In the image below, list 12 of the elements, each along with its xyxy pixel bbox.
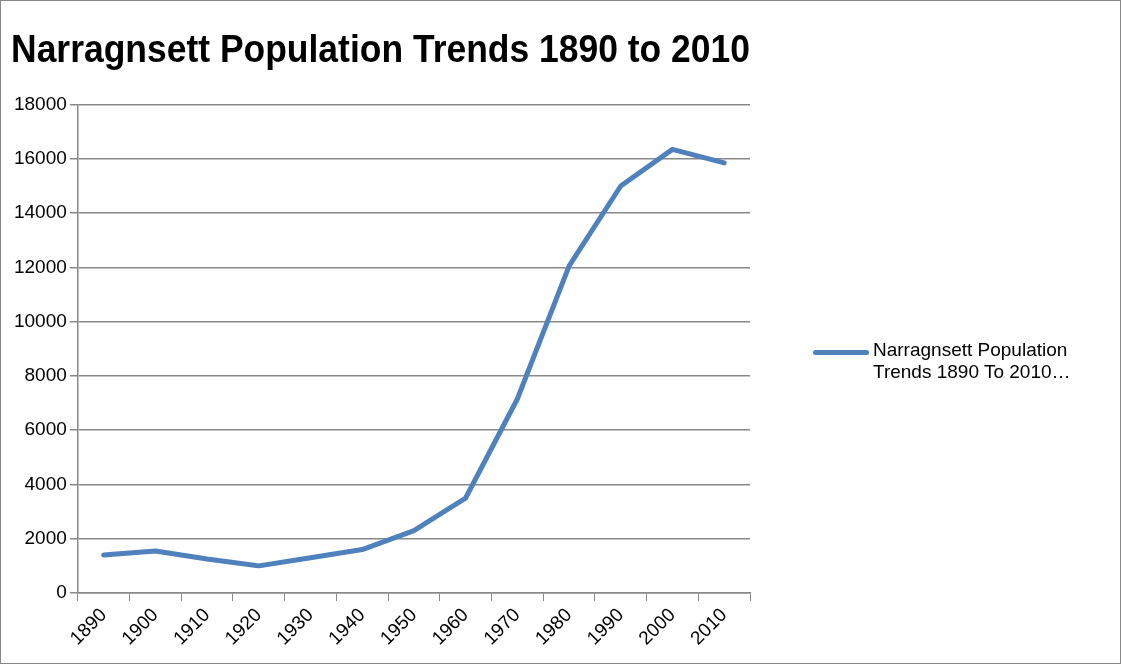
chart-title: Narragnsett Population Trends 1890 to 2010: [11, 28, 750, 71]
y-tick-label: 16000: [13, 147, 67, 169]
y-tick-label: 18000: [13, 92, 67, 114]
y-tick-label: 12000: [13, 255, 67, 277]
y-tick-label: 6000: [24, 418, 67, 440]
y-tick-label: 10000: [13, 309, 67, 331]
legend-label: Narragnsett Population Trends 1890 To 2010…: [873, 339, 1072, 383]
y-tick-label: 14000: [13, 201, 67, 223]
y-tick-label: 2000: [24, 526, 67, 548]
y-tick-label: 8000: [24, 364, 67, 386]
y-tick-label: 4000: [24, 472, 67, 494]
y-tick-label: 0: [56, 581, 67, 603]
